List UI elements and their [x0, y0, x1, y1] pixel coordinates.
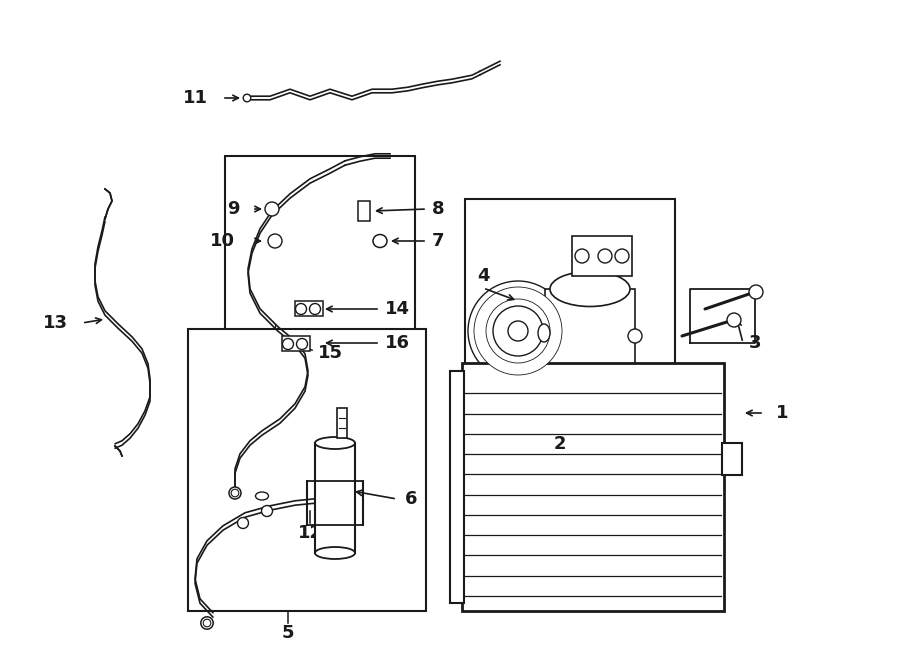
Circle shape: [296, 338, 308, 350]
Text: 14: 14: [385, 300, 410, 318]
Ellipse shape: [315, 547, 355, 559]
Circle shape: [615, 249, 629, 263]
Circle shape: [749, 285, 763, 299]
Ellipse shape: [315, 437, 355, 449]
Text: 11: 11: [183, 89, 208, 107]
Text: 5: 5: [282, 624, 294, 642]
Text: 16: 16: [385, 334, 410, 352]
Circle shape: [268, 234, 282, 248]
Circle shape: [474, 287, 562, 375]
Text: 13: 13: [43, 314, 68, 332]
Circle shape: [295, 303, 307, 315]
Circle shape: [575, 249, 589, 263]
Text: 6: 6: [405, 490, 418, 508]
Circle shape: [598, 249, 612, 263]
Circle shape: [203, 619, 211, 627]
Circle shape: [283, 338, 293, 350]
Text: 4: 4: [477, 267, 490, 285]
Ellipse shape: [373, 235, 387, 247]
Text: 3: 3: [749, 334, 761, 352]
Text: 15: 15: [318, 344, 343, 362]
Bar: [722, 443, 742, 475]
Circle shape: [486, 299, 550, 363]
Bar: [315, 443, 355, 553]
Circle shape: [480, 293, 556, 369]
Circle shape: [310, 303, 320, 315]
Bar: [188, 329, 426, 611]
Circle shape: [265, 202, 279, 216]
Bar: [358, 201, 370, 221]
Circle shape: [262, 506, 273, 516]
Circle shape: [243, 95, 251, 102]
Circle shape: [229, 487, 241, 499]
Bar: [572, 236, 632, 276]
Text: 1: 1: [776, 404, 788, 422]
Bar: [545, 289, 635, 369]
Circle shape: [238, 518, 248, 529]
Text: 2: 2: [554, 435, 566, 453]
Ellipse shape: [256, 492, 268, 500]
Bar: [462, 363, 724, 611]
Circle shape: [201, 617, 213, 629]
Circle shape: [493, 306, 543, 356]
Bar: [465, 199, 675, 419]
Bar: [295, 301, 323, 316]
Ellipse shape: [538, 324, 550, 342]
Circle shape: [628, 329, 642, 343]
Bar: [225, 156, 415, 511]
Bar: [337, 408, 347, 438]
Text: 8: 8: [432, 200, 445, 218]
Bar: [450, 371, 464, 603]
Text: 12: 12: [298, 524, 322, 542]
Bar: [282, 336, 310, 351]
Text: 10: 10: [210, 232, 235, 250]
Text: 7: 7: [432, 232, 445, 250]
Ellipse shape: [550, 272, 630, 307]
Circle shape: [468, 281, 568, 381]
Circle shape: [508, 321, 528, 341]
Text: 9: 9: [228, 200, 240, 218]
Circle shape: [231, 489, 239, 497]
Circle shape: [727, 313, 741, 327]
